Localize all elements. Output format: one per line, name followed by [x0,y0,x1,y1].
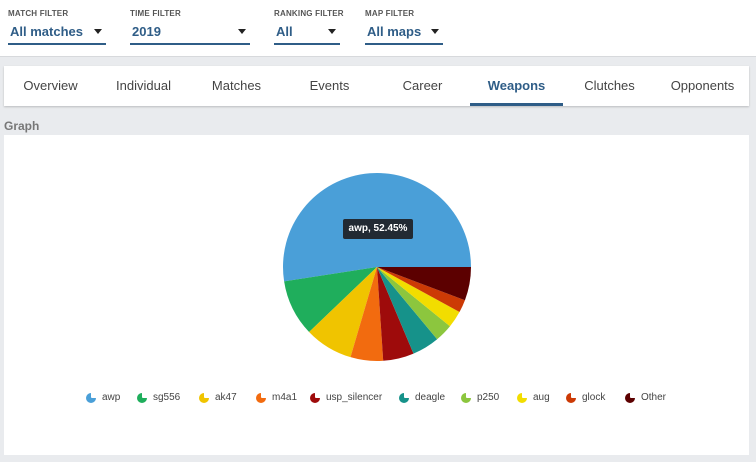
chart-tooltip: awp, 52.45% [343,219,413,239]
legend-pie-icon [399,393,409,403]
pie-slice-aug[interactable] [377,267,460,327]
legend-pie-icon [86,393,96,403]
legend-label: p250 [477,392,500,403]
stats-tabs: Overview Individual Matches Events Caree… [4,66,749,106]
tab-clutches[interactable]: Clutches [584,78,635,93]
tab-opponents[interactable]: Opponents [670,78,735,93]
ranking-filter: RANKING FILTER All [274,9,344,45]
time-filter: TIME FILTER 2019 [130,9,250,45]
tab-overview[interactable]: Overview [23,78,78,93]
match-filter-label: MATCH FILTER [8,9,69,18]
graph-panel: awp, 52.45% awp sg556 ak47 m4a1 usp_silencer… [4,135,749,455]
legend-pie-icon [517,393,527,403]
caret-down-icon [328,29,336,34]
legend-label: glock [582,392,606,403]
match-filter-select[interactable]: All matches [8,23,106,45]
legend-pie-icon [625,393,635,403]
map-filter-label: MAP FILTER [365,9,415,18]
time-filter-label: TIME FILTER [130,9,181,18]
tab-weapons[interactable]: Weapons [470,66,563,106]
legend-label: aug [533,392,550,403]
legend-pie-icon [461,393,471,403]
legend-label: sg556 [153,392,181,403]
legend-pie-icon [256,393,266,403]
tab-career[interactable]: Career [402,78,443,93]
chart-legend: awp sg556 ak47 m4a1 usp_silencer deagle p250 au… [4,391,749,407]
match-filter-value: All matches [10,24,83,39]
legend-label: usp_silencer [326,392,383,403]
legend-label: m4a1 [272,392,298,403]
map-filter: MAP FILTER All maps [365,9,443,45]
pie-slice-glock[interactable] [377,267,465,313]
legend-label: ak47 [215,392,237,403]
legend-pie-icon [310,393,320,403]
tab-events[interactable]: Events [309,78,350,93]
legend-pie-icon [566,393,576,403]
caret-down-icon [94,29,102,34]
legend-pie-icon [137,393,147,403]
ranking-filter-select[interactable]: All [274,23,340,45]
legend-pie-icon [199,393,209,403]
pie-slice-deagle[interactable] [377,267,438,354]
legend-label: awp [102,392,121,403]
ranking-filter-value: All [276,24,293,39]
time-filter-select[interactable]: 2019 [130,23,250,45]
ranking-filter-label: RANKING FILTER [274,9,344,18]
pie-slice-sg556[interactable] [284,267,377,332]
pie-slice-usp-silencer[interactable] [377,267,414,361]
legend-label: deagle [415,392,446,403]
filter-bar: MATCH FILTER All matches TIME FILTER 201… [0,0,756,57]
legend-label: Other [641,392,667,403]
match-filter: MATCH FILTER All matches [8,9,106,45]
tab-matches[interactable]: Matches [211,78,262,93]
caret-down-icon [238,29,246,34]
weapons-pie-chart [282,172,471,361]
map-filter-select[interactable]: All maps [365,23,443,45]
pie-slice-m4a1[interactable] [350,267,384,361]
tab-individual[interactable]: Individual [116,78,171,93]
map-filter-value: All maps [367,24,422,39]
caret-down-icon [431,29,439,34]
section-title: Graph [4,119,40,133]
time-filter-value: 2019 [132,24,161,39]
pie-slice-ak47[interactable] [309,267,377,358]
pie-slice-p250[interactable] [377,267,450,340]
pie-slice-other[interactable] [377,267,471,301]
